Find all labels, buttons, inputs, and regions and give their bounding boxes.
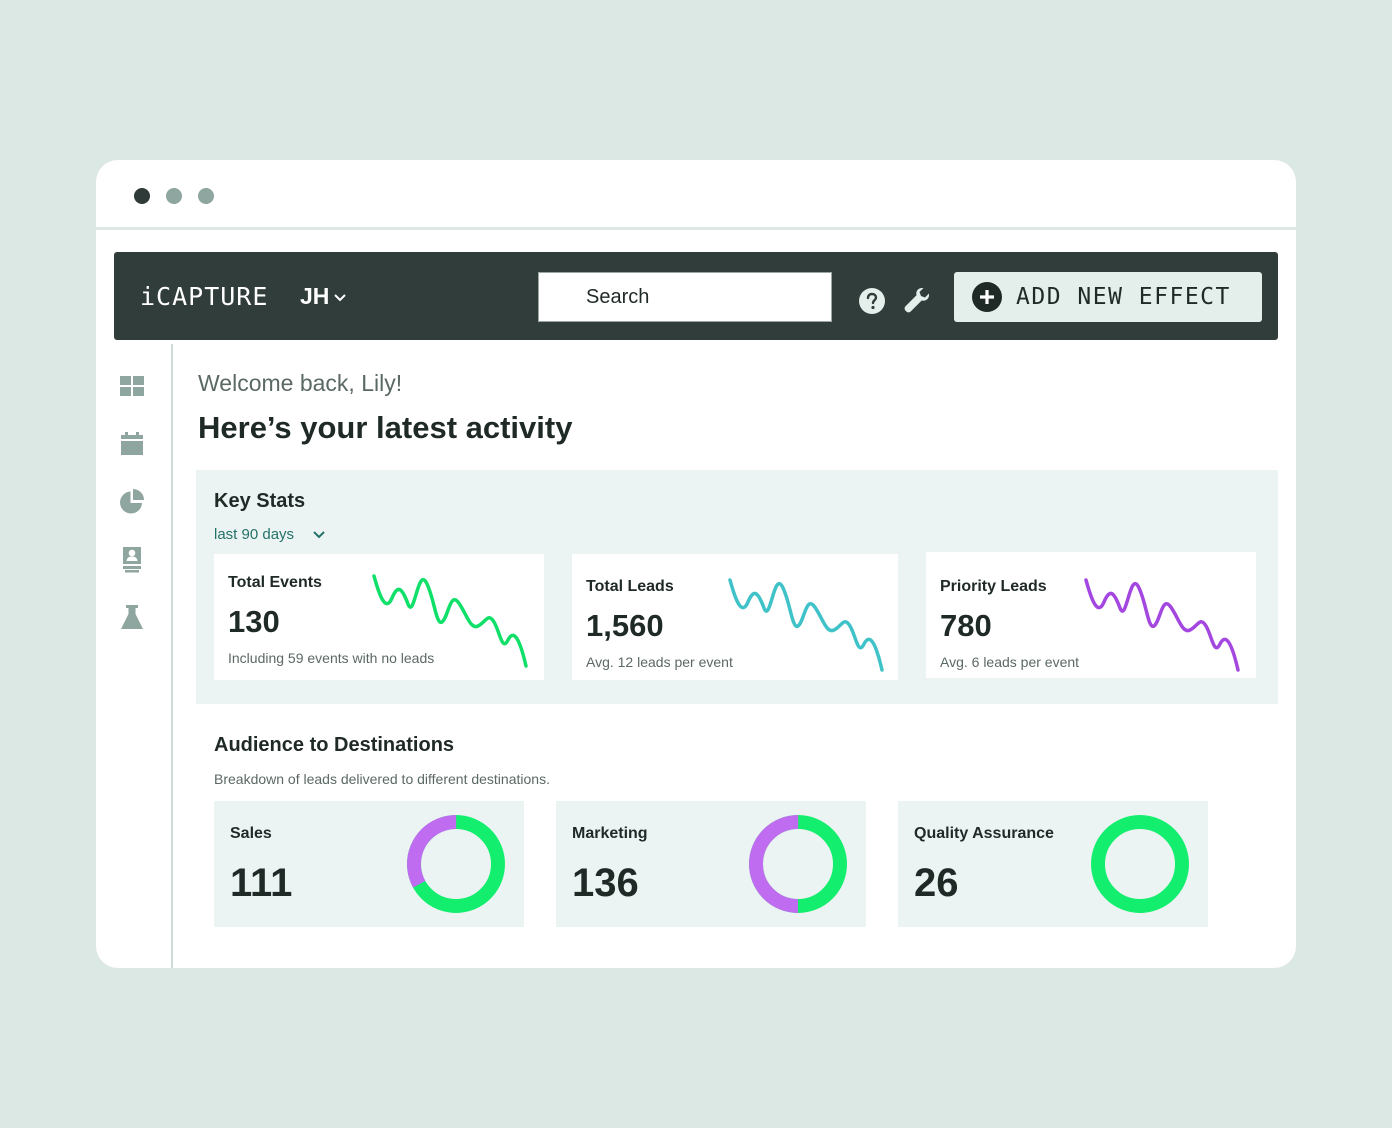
help-icon[interactable] (858, 287, 886, 315)
window-minimize-dot[interactable] (166, 188, 182, 204)
calendar-icon[interactable] (118, 430, 146, 458)
donut-segment-primary (1091, 815, 1189, 913)
chevron-down-icon (313, 531, 325, 539)
audience-section-subtitle: Breakdown of leads delivered to differen… (214, 771, 550, 787)
destination-label: Marketing (572, 825, 648, 842)
sidebar (96, 344, 173, 968)
window-titlebar (96, 160, 1296, 230)
stat-subtext: Avg. 6 leads per event (940, 654, 1080, 670)
search-box[interactable] (538, 272, 832, 322)
stat-value: 1,560 (586, 608, 664, 643)
dashboard-icon[interactable] (118, 372, 146, 400)
destination-card-marketing: Marketing 136 (556, 801, 866, 927)
destination-value: 136 (572, 861, 639, 905)
donut-chart (749, 815, 847, 913)
account-initials: JH (300, 283, 330, 309)
sparkline-chart (728, 578, 884, 672)
destination-card-quality-assurance: Quality Assurance 26 (898, 801, 1208, 927)
stat-subtext: Avg. 12 leads per event (586, 654, 733, 670)
donut-segment-secondary (749, 815, 847, 913)
destination-card-sales: Sales 111 (214, 801, 524, 927)
plus-circle-icon (972, 282, 1002, 312)
window-maximize-dot[interactable] (198, 188, 214, 204)
stat-card-total-leads: Total Leads 1,560 Avg. 12 leads per even… (572, 554, 898, 680)
destination-value: 111 (230, 861, 293, 905)
pie-chart-icon[interactable] (118, 487, 146, 515)
welcome-message: Welcome back, Lily! (198, 370, 403, 396)
app-window: iCAPTURE JH ADD NEW EFFECT (96, 160, 1296, 968)
account-switcher[interactable]: JH (300, 283, 347, 310)
stat-label: Total Events (228, 574, 322, 591)
search-input[interactable] (586, 285, 816, 309)
sparkline-chart (1084, 578, 1240, 672)
stat-value: 130 (228, 604, 280, 639)
stat-value: 780 (940, 608, 992, 643)
window-close-dot[interactable] (134, 188, 150, 204)
stat-card-total-events: Total Events 130 Including 59 events wit… (214, 554, 544, 680)
donut-chart (407, 815, 505, 913)
key-stats-panel: Key Stats last 90 days Total Events 130 … (196, 470, 1278, 704)
destination-label: Quality Assurance (914, 825, 1054, 842)
stat-label: Total Leads (586, 578, 674, 595)
destination-value: 26 (914, 861, 959, 905)
sparkline-chart (372, 574, 528, 668)
contact-badge-icon[interactable] (118, 545, 146, 573)
page-title: Here’s your latest activity (198, 410, 573, 445)
date-range-label: last 90 days (214, 526, 295, 543)
add-new-effect-button[interactable]: ADD NEW EFFECT (954, 272, 1262, 322)
add-new-effect-label: ADD NEW EFFECT (1016, 284, 1231, 310)
top-navigation-bar: iCAPTURE JH ADD NEW EFFECT (114, 252, 1278, 340)
donut-chart (1091, 815, 1189, 913)
stat-card-priority-leads: Priority Leads 780 Avg. 6 leads per even… (926, 552, 1256, 678)
wrench-icon[interactable] (902, 285, 932, 315)
chevron-down-icon (334, 293, 347, 301)
brand-logo[interactable]: iCAPTURE (140, 282, 269, 311)
key-stats-title: Key Stats (214, 490, 306, 512)
stat-label: Priority Leads (940, 578, 1047, 595)
date-range-dropdown[interactable]: last 90 days (214, 526, 326, 543)
flask-icon[interactable] (118, 603, 146, 631)
donut-segment-secondary (407, 815, 505, 913)
stat-subtext: Including 59 events with no leads (228, 650, 435, 666)
destination-label: Sales (230, 825, 272, 842)
audience-section-title: Audience to Destinations (214, 734, 455, 756)
